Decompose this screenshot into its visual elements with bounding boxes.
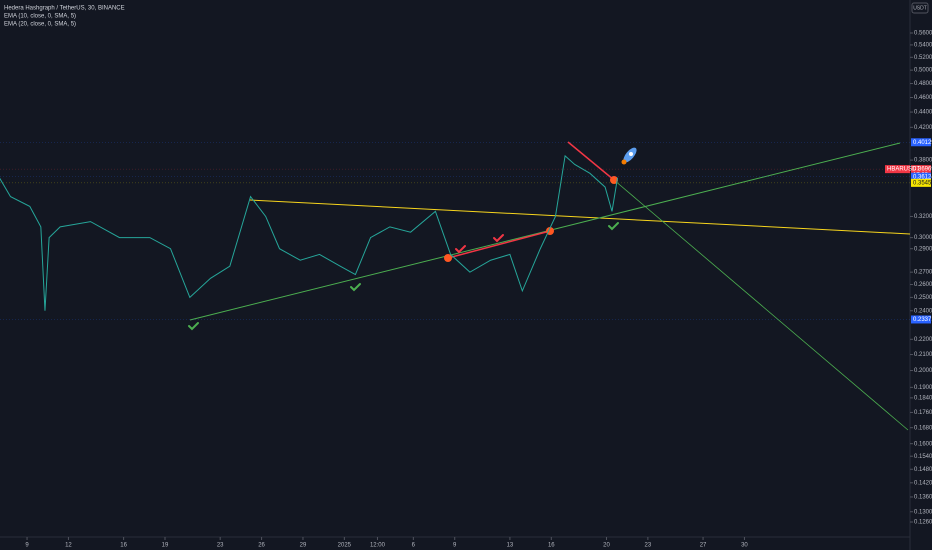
x-tick-label: 23 [645, 543, 652, 549]
price-label-box [911, 315, 931, 324]
x-tick-label: 9 [453, 543, 457, 549]
price-label-box [911, 172, 931, 181]
rocket-icon [621, 147, 637, 165]
y-tick-label: 0.12600 [914, 520, 932, 526]
red-marks [455, 234, 504, 254]
symbol-label: HBARUSDT [887, 167, 920, 173]
currency-button[interactable] [911, 2, 929, 14]
x-tick-label: 2025 [338, 543, 352, 549]
price-label: 0.23371 [913, 317, 932, 323]
x-tick-label: 16 [548, 543, 555, 549]
legend-line: EMA (10, close, 0, SMA, 5) [4, 14, 76, 20]
legend: Hedera Hashgraph / TetherUS, 30, BINANCE… [4, 6, 125, 28]
price-label: 0.35454 [913, 180, 932, 186]
price-label-box [911, 138, 931, 147]
currency-label[interactable]: USDT [913, 5, 927, 11]
legend-line: Hedera Hashgraph / TetherUS, 30, BINANCE [4, 6, 125, 12]
x-tick-label: 20 [603, 543, 610, 549]
trend-line [447, 230, 551, 259]
trend-line [189, 142, 901, 321]
price-line [0, 154, 619, 311]
trend-line [249, 199, 911, 235]
x-tick-label: 29 [300, 543, 307, 549]
x-tick-label: 23 [217, 543, 224, 549]
x-tick-label: 12 [65, 543, 72, 549]
x-tick-label: 9 [25, 543, 29, 549]
price-label-box [911, 178, 931, 187]
legend-line: EMA (20, close, 0, SMA, 5) [4, 22, 76, 28]
price-label: 0.40129 [913, 140, 932, 146]
x-tick-label: 13 [507, 543, 514, 549]
x-tick-label: 27 [700, 543, 707, 549]
x-tick-label: 19 [162, 543, 169, 549]
symbol-box [885, 165, 910, 174]
trend-line [567, 141, 615, 181]
x-tick-label: 26 [258, 543, 265, 549]
x-tick-label: 30 [741, 543, 748, 549]
x-tick-label: 16 [120, 543, 127, 549]
price-label: 0.36969 [913, 167, 932, 173]
x-tick-label: 6 [412, 543, 416, 549]
check-marks [188, 222, 619, 331]
x-tick-label: 12:00 [370, 543, 386, 549]
price-label: 0.36124 [913, 174, 932, 180]
trend-line [613, 179, 909, 431]
